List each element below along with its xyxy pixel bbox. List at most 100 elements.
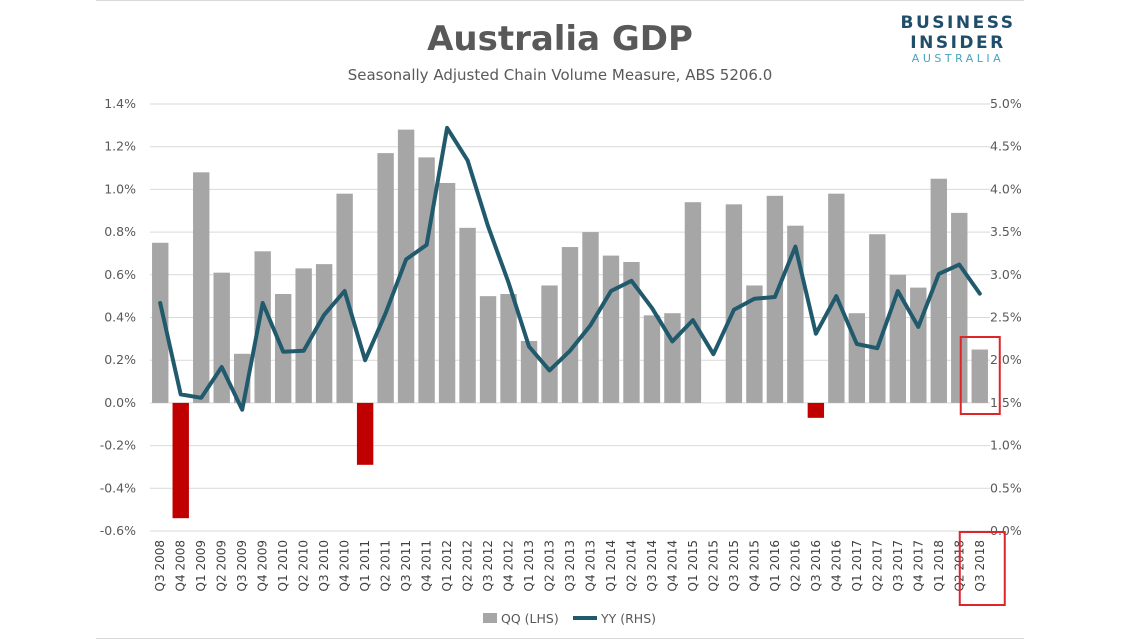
x-tick-label: Q4 2017 xyxy=(911,540,925,591)
x-tick-label: Q4 2014 xyxy=(665,540,679,591)
yy-line xyxy=(158,125,982,412)
brand-line-3: AUSTRALIA xyxy=(912,52,1004,65)
x-tick-label: Q4 2013 xyxy=(583,540,597,591)
x-tick-label: Q3 2008 xyxy=(153,540,167,591)
x-tick-label: Q1 2011 xyxy=(358,540,372,591)
qq-bar xyxy=(152,242,169,403)
left-tick-label: 0.6% xyxy=(104,267,136,282)
x-tick-label: Q4 2016 xyxy=(829,540,843,591)
x-tick-label: Q1 2017 xyxy=(850,540,864,591)
left-tick-label: 0.8% xyxy=(104,224,136,239)
x-tick-label: Q1 2010 xyxy=(276,540,290,591)
right-tick-label: 5.0% xyxy=(990,96,1022,111)
x-tick-label: Q4 2015 xyxy=(747,540,761,591)
legend: QQ (LHS) YY (RHS) xyxy=(483,611,656,626)
qq-bar xyxy=(479,296,497,403)
qq-bar xyxy=(766,195,784,403)
qq-bar xyxy=(643,315,661,403)
highlight-boxes xyxy=(958,336,1006,606)
x-tick-label: Q3 2017 xyxy=(891,540,905,591)
x-tick-label: Q2 2009 xyxy=(215,540,229,591)
qq-bar xyxy=(520,340,538,403)
right-tick-label: 3.5% xyxy=(990,224,1022,239)
right-tick-label: 0.5% xyxy=(990,480,1022,495)
qq-bar xyxy=(725,204,743,403)
highlight-box-bar xyxy=(959,336,1001,415)
x-tick-label: Q1 2014 xyxy=(604,540,618,591)
brand-logo: BUSINESS INSIDER AUSTRALIA xyxy=(901,13,1016,65)
right-tick-label: 2.0% xyxy=(990,352,1022,367)
qq-bar xyxy=(623,261,640,403)
left-tick-label: 0.0% xyxy=(104,395,136,410)
chart-subtitle: Seasonally Adjusted Chain Volume Measure… xyxy=(348,66,773,84)
x-tick-label: Q3 2018 xyxy=(973,540,987,591)
left-axis: -0.6% -0.4% -0.2% 0.0% 0.2% 0.4% 0.6% 0.8% 1.0% 1… xyxy=(100,96,136,538)
qq-bar xyxy=(172,402,189,519)
right-tick-label: 2.5% xyxy=(990,310,1022,325)
right-tick-label: 4.0% xyxy=(990,181,1022,196)
qq-bar xyxy=(193,172,210,403)
qq-bar xyxy=(746,285,763,403)
x-tick-label: Q2 2017 xyxy=(870,540,884,591)
top-divider xyxy=(96,0,1024,1)
qq-bar xyxy=(561,247,579,403)
qq-bar xyxy=(397,129,415,403)
right-tick-label: 4.5% xyxy=(990,139,1022,154)
x-tick-label: Q1 2015 xyxy=(686,540,700,591)
qq-bars xyxy=(152,129,988,519)
bottom-divider xyxy=(96,638,1024,639)
chart-title: Australia GDP xyxy=(427,19,693,59)
legend-label-yy: YY (RHS) xyxy=(600,611,656,626)
x-tick-label: Q1 2009 xyxy=(194,540,208,591)
qq-bar xyxy=(356,402,374,465)
x-tick-label: Q3 2009 xyxy=(235,540,249,591)
qq-bar xyxy=(377,153,394,403)
x-tick-label: Q4 2010 xyxy=(338,540,352,591)
left-tick-label: 0.2% xyxy=(104,352,136,367)
right-axis: 0.0% 0.5% 1.0% 1.5% 2.0% 2.5% 3.0% 3.5% 4.0% 4.5%… xyxy=(990,96,1022,538)
qq-bar xyxy=(418,157,435,403)
qq-bar xyxy=(930,178,947,403)
qq-bar xyxy=(336,193,353,403)
x-tick-label: Q2 2012 xyxy=(461,540,475,591)
qq-bar xyxy=(602,255,620,403)
x-tick-label: Q4 2012 xyxy=(502,540,516,591)
left-tick-label: -0.4% xyxy=(100,480,136,495)
x-tick-label: Q1 2013 xyxy=(522,540,536,591)
qq-bar xyxy=(807,402,825,418)
right-tick-label: 1.5% xyxy=(990,395,1022,410)
qq-bar xyxy=(869,234,886,403)
x-tick-label: Q3 2014 xyxy=(645,540,659,591)
qq-bar xyxy=(910,287,927,403)
left-tick-label: 1.0% xyxy=(104,181,136,196)
qq-bar xyxy=(459,227,476,403)
right-tick-label: 1.0% xyxy=(990,438,1022,453)
qq-bar xyxy=(295,268,312,403)
x-tick-label: Q4 2008 xyxy=(174,540,188,591)
x-tick-label: Q3 2012 xyxy=(481,540,495,591)
brand-line-1: BUSINESS xyxy=(901,13,1016,33)
brand-line-2: INSIDER xyxy=(910,33,1005,53)
left-tick-label: 0.4% xyxy=(104,310,136,325)
right-tick-label: 0.0% xyxy=(990,523,1022,538)
left-tick-label: -0.6% xyxy=(100,523,136,538)
legend-label-qq: QQ (LHS) xyxy=(501,611,559,626)
right-tick-label: 3.0% xyxy=(990,267,1022,282)
x-tick-label: Q2 2010 xyxy=(297,540,311,591)
left-tick-label: -0.2% xyxy=(100,438,136,453)
qq-bar xyxy=(500,294,517,403)
x-tick-label: Q1 2012 xyxy=(440,540,454,591)
qq-bar xyxy=(438,182,456,403)
yy-series-line xyxy=(158,125,982,412)
x-tick-label: Q2 2015 xyxy=(706,540,720,591)
legend-swatch-qq xyxy=(483,613,497,623)
x-tick-label: Q3 2010 xyxy=(317,540,331,591)
qq-bar xyxy=(664,313,681,403)
x-tick-label: Q2 2011 xyxy=(379,540,393,591)
qq-bar xyxy=(684,202,702,403)
x-tick-label: Q4 2011 xyxy=(420,540,434,591)
x-tick-label: Q3 2016 xyxy=(809,540,823,591)
x-tick-label: Q2 2016 xyxy=(788,540,802,591)
x-tick-label: Q3 2013 xyxy=(563,540,577,591)
x-tick-label: Q2 2013 xyxy=(543,540,557,591)
